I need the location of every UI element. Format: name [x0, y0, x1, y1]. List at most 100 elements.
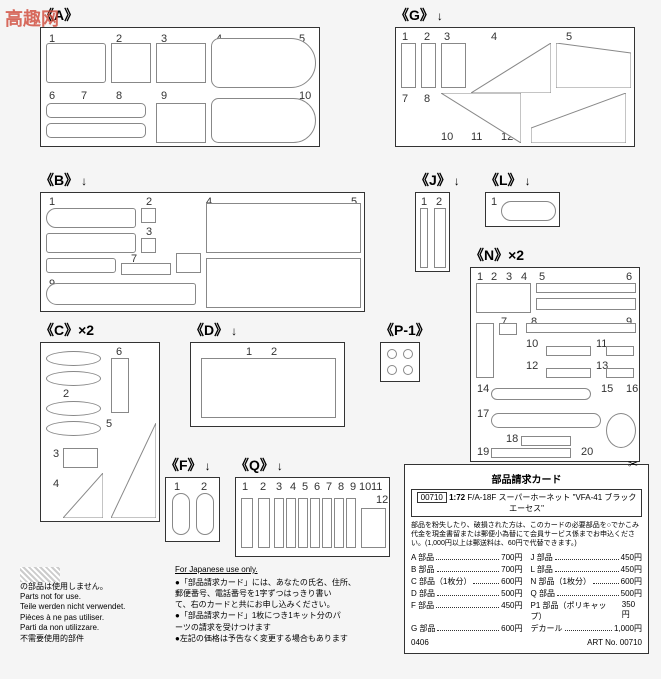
part-outline — [111, 358, 129, 413]
order-date: 0406 — [411, 638, 429, 647]
part-num: 5 — [539, 271, 545, 283]
part-num: 10 — [359, 481, 371, 493]
part-outline — [387, 365, 397, 375]
sprue-j-label: 《J》↓ — [415, 170, 460, 190]
part-num: 3 — [506, 271, 512, 283]
sprue-l-box: 1 — [485, 192, 560, 227]
sprue-f-box: 1 2 — [165, 477, 220, 542]
part-outline — [298, 498, 308, 548]
sprue-n-box: 1 2 3 4 5 6 7 8 9 10 11 12 13 14 15 16 1… — [470, 267, 640, 462]
order-name: F/A-18F スーパーホーネット "VFA-41 ブラックエーセス" — [467, 493, 636, 513]
part-outline — [536, 298, 636, 310]
part-outline — [491, 413, 601, 428]
part-num: 5 — [566, 31, 572, 43]
price-row: C 部品（1枚分）600円 — [411, 576, 523, 587]
legend-text: の部品は使用しません。 — [20, 582, 108, 591]
price-row: Q 部品500円 — [531, 588, 643, 599]
note-line: ーツの請求を受けつけます — [175, 622, 385, 633]
sprue-c-box: 1 2 3 4 5 6 — [40, 342, 160, 522]
part-num: 15 — [601, 383, 613, 395]
part-num: 14 — [477, 383, 489, 395]
part-outline-unused — [63, 448, 98, 468]
part-num: 12 — [526, 360, 538, 372]
part-num: 1 — [491, 196, 497, 208]
sprue-a-box: 1 2 3 4 5 6 7 8 9 10 — [40, 27, 320, 147]
sprue-n: 《N》×2 1 2 3 4 5 6 7 8 9 10 11 12 13 14 1… — [470, 245, 640, 462]
sprue-c-label: 《C》×2 — [40, 320, 160, 340]
part-num: 2 — [271, 346, 277, 358]
part-outline — [334, 498, 344, 548]
part-outline — [46, 401, 101, 416]
note-line: ●「部品請求カード」1枚につき1キット分のパ — [175, 610, 385, 621]
part-outline-unused — [499, 323, 517, 335]
japanese-note: For Japanese use only. ●「部品請求カード」には、あなたの… — [175, 564, 385, 644]
price-row: A 部品700円 — [411, 552, 523, 563]
part-num: 2 — [436, 196, 442, 208]
part-num: 1 — [421, 196, 427, 208]
part-outline — [420, 208, 428, 268]
part-num: 8 — [338, 481, 344, 493]
part-outline — [606, 346, 634, 356]
part-outline — [46, 371, 101, 386]
note-line: ●左記の価格は予告なく変更する場合もあります — [175, 633, 385, 644]
part-outline-unused — [176, 253, 201, 273]
sprue-a: 《A》 1 2 3 4 5 6 7 8 9 10 — [40, 5, 320, 147]
part-outline — [241, 498, 253, 548]
part-num: 19 — [477, 446, 489, 458]
part-num: 20 — [581, 446, 593, 458]
sprue-p1-label: 《P-1》 — [380, 320, 430, 340]
part-num: 1 — [477, 271, 483, 283]
part-outline — [46, 123, 146, 138]
part-outline — [46, 43, 106, 83]
part-outline — [421, 43, 436, 88]
part-num: 1 — [49, 196, 55, 208]
part-num: 5 — [302, 481, 308, 493]
price-row: G 部品600円 — [411, 623, 523, 634]
part-outline — [546, 368, 591, 378]
sprue-j: 《J》↓ 1 2 — [415, 170, 460, 272]
part-outline — [46, 208, 136, 228]
part-num: 9 — [161, 90, 167, 102]
order-artno: ART No. 00710 — [587, 638, 642, 647]
sprue-p1: 《P-1》 — [380, 320, 430, 382]
sprue-b-box: 1 2 3 4 5 6 7 8 9 10 — [40, 192, 365, 312]
part-outline — [501, 201, 556, 221]
part-outline — [361, 508, 386, 548]
order-footer: 0406 ART No. 00710 — [411, 638, 642, 647]
part-outline — [46, 233, 136, 253]
note-line: 郵便番号、電話番号を1字ずつはっきり書い — [175, 588, 385, 599]
order-scale: 1:72 — [449, 493, 465, 502]
sprue-l-label: 《L》↓ — [485, 170, 560, 190]
part-outline — [258, 498, 270, 548]
part-num: 6 — [116, 346, 122, 358]
part-outline — [403, 349, 413, 359]
part-outline — [211, 98, 316, 143]
part-outline — [46, 421, 101, 436]
part-num: 7 — [81, 90, 87, 102]
price-row: N 部品（1枚分）600円 — [531, 576, 643, 587]
fin-part — [63, 473, 103, 518]
sprue-g: 《G》↓ 1 2 3 4 5 6 7 8 9 10 11 12 13 — [395, 5, 635, 147]
price-grid: A 部品700円J 部品450円B 部品700円L 部品450円C 部品（1枚分… — [411, 552, 642, 634]
part-num: 1 — [174, 481, 180, 493]
part-num: 3 — [444, 31, 450, 43]
part-outline — [156, 43, 206, 83]
part-num: 9 — [350, 481, 356, 493]
part-num: 4 — [290, 481, 296, 493]
sprue-a-label: 《A》 — [40, 5, 320, 25]
price-row: J 部品450円 — [531, 552, 643, 563]
part-outline — [196, 493, 214, 535]
part-num: 4 — [521, 271, 527, 283]
legend-text: Parts not for use. — [20, 592, 81, 601]
sprue-f-label: 《F》↓ — [165, 455, 220, 475]
part-outline — [206, 203, 361, 253]
part-outline — [346, 498, 356, 548]
part-num: 7 — [402, 93, 408, 105]
price-row: L 部品450円 — [531, 564, 643, 575]
sprue-q-label: 《Q》↓ — [235, 455, 390, 475]
part-outline — [286, 498, 296, 548]
part-outline — [206, 258, 361, 308]
order-subtitle: 00710 1:72 F/A-18F スーパーホーネット "VFA-41 ブラッ… — [411, 489, 642, 517]
part-outline — [322, 498, 332, 548]
part-num: 2 — [424, 31, 430, 43]
